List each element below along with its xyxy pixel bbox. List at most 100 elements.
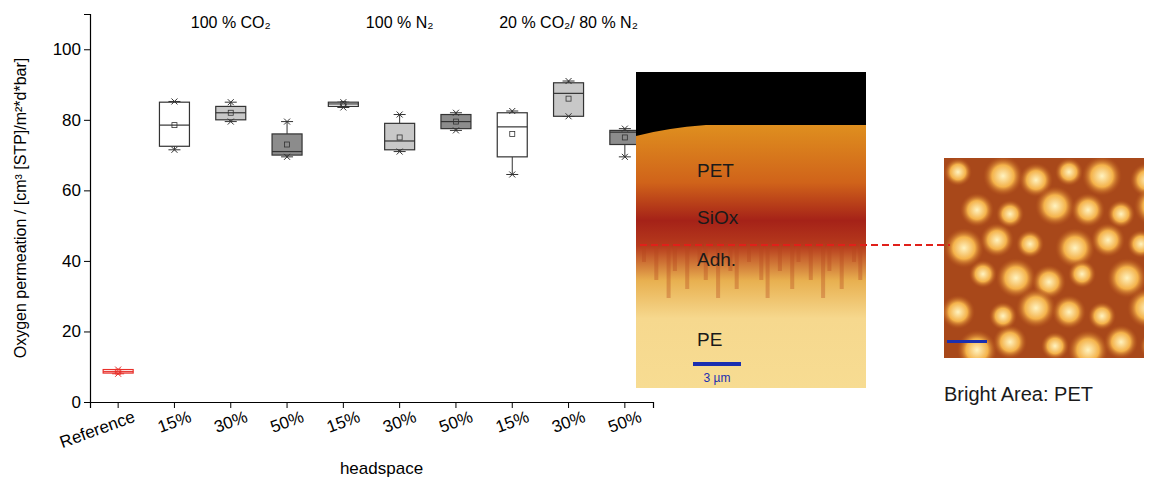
y-axis-line [84,15,91,403]
y-tick: 20 [62,322,90,341]
extreme-marker [622,126,628,132]
x-tick-mark [174,402,175,408]
cross-section-image: PETSiOxAdh.PE3 µm [636,72,866,388]
median [159,125,189,126]
streak [809,244,813,280]
box-plot [216,99,246,124]
surface-caption: Bright Area: PET [944,383,1093,405]
x-axis: Reference15%30%50%15%30%50%15%30%50% [57,402,653,452]
bright-area [1035,186,1075,226]
median [554,93,584,94]
bright-area [969,260,997,288]
bright-area [1068,260,1096,288]
median [610,132,640,133]
y-axis: 020406080100 [53,15,91,412]
median [328,103,358,104]
box [610,130,640,144]
streak [673,244,677,271]
x-tick-mark [399,402,400,408]
median [272,151,302,152]
bright-area [1140,332,1144,358]
mean-marker [285,142,290,147]
y-tick: 0 [72,393,90,412]
bright-area [1016,288,1056,328]
bright-area [1088,302,1116,330]
box [159,102,189,146]
bright-area [980,223,1014,257]
y-tick-label: 100 [53,40,81,59]
figure: 020406080100Reference15%30%50%15%30%50%1… [0,0,1149,484]
x-tick-label: 50% [268,407,306,436]
bright-area [957,330,997,358]
bright-area [1127,288,1144,328]
scale-bar [947,340,987,343]
streak [667,244,671,298]
x-tick-mark [624,402,625,408]
extreme-marker [340,104,346,110]
x-tick: 50% [268,402,306,437]
mean-marker [566,96,571,101]
extreme-marker [171,98,177,104]
box-plot [103,367,133,377]
y-tick-mark [84,331,90,332]
mean-marker [228,110,233,115]
x-tick-mark [118,402,119,408]
x-tick-label: 15% [155,407,193,436]
layer-label: PET [697,160,734,181]
interface-line [640,244,950,246]
layer-label: SiOx [697,207,739,228]
x-tick-mark [455,402,456,408]
streak [858,244,862,280]
y-tick-label: 0 [72,393,81,412]
bright-area [1071,193,1105,227]
streak [778,244,782,271]
x-tick: 50% [437,402,475,437]
x-tick-label: 30% [549,407,587,436]
mean-marker [622,135,627,140]
extreme-marker [171,147,177,153]
bright-area [944,158,972,186]
x-tick: 30% [212,402,250,437]
streak [766,244,770,298]
x-tick-mark [512,402,513,408]
whisker [624,145,625,157]
x-axis-title: headspace [340,459,423,478]
x-tick: 50% [606,402,644,437]
bright-area [1082,158,1122,196]
extreme-marker [115,371,121,377]
x-tick-label: 30% [380,407,418,436]
x-tick: Reference [57,402,137,452]
box-plot [328,99,358,110]
bright-area [1055,158,1083,186]
x-tick: 15% [155,402,193,437]
y-tick: 100 [53,40,90,59]
y-tick: 60 [62,181,90,200]
bright-area [1041,332,1069,358]
box [497,113,527,157]
y-tick-mark [84,402,90,403]
image-top [636,72,866,136]
streak [797,244,801,262]
extreme-marker [566,113,572,119]
x-tick-label: Reference [57,407,137,452]
surface-image [941,156,1149,370]
extreme-marker [284,119,290,125]
whisker [399,115,400,124]
box [554,83,584,117]
y-tick: 40 [62,252,90,271]
x-tick-label: 50% [606,407,644,436]
extreme-marker [340,99,346,105]
bright-area [1134,186,1144,226]
box [272,134,302,155]
x-tick: 30% [380,402,418,437]
layer-label: Adh. [697,249,736,270]
x-tick-mark [343,402,344,408]
bright-area [1052,295,1086,329]
bright-area [1068,330,1108,358]
whisker [287,122,288,134]
y-tick-mark [84,190,90,191]
y-tick-mark [84,49,90,50]
bright-area [1104,325,1138,358]
whisker [512,157,513,175]
box-plot [441,110,471,134]
